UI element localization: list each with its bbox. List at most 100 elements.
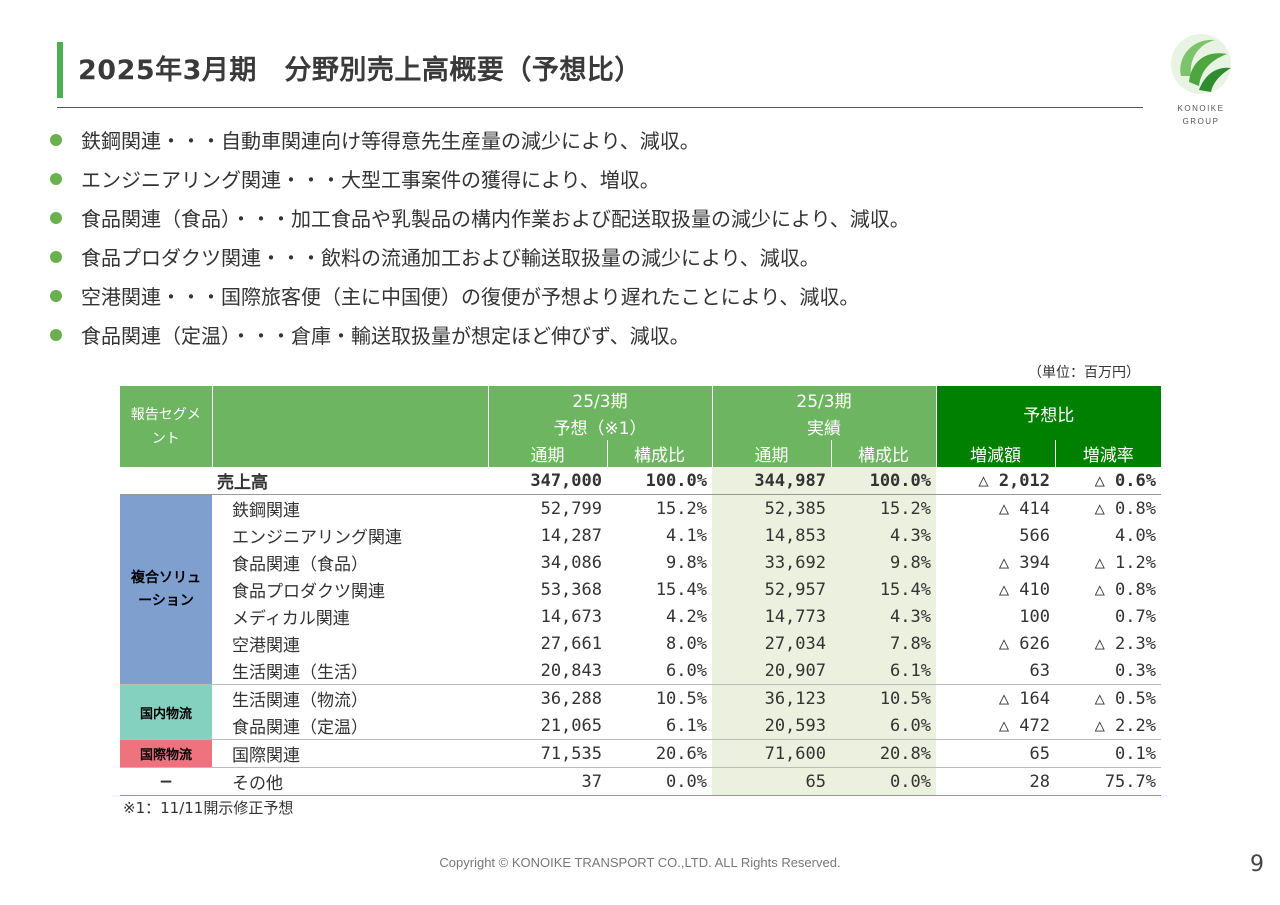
table-row: − その他 37 0.0% 65 0.0% 28 75.7% <box>120 767 1161 796</box>
bullet-dot-icon <box>50 328 62 341</box>
row-forecast-ratio: 20.6% <box>607 739 712 768</box>
row-actual: 27,034 <box>712 630 831 657</box>
row-actual: 14,773 <box>712 603 831 630</box>
row-forecast-ratio: 4.1% <box>666 525 707 546</box>
header-forecast-ratio: 構成比 <box>606 440 712 467</box>
row-label: 生活関連（生活） <box>232 663 368 683</box>
header-forecast-period: 25/3期 <box>487 386 712 413</box>
row-rate: △ 0.8% <box>1094 579 1156 600</box>
row-label: エンジニアリング関連 <box>232 528 402 548</box>
total-label: 売上高 <box>212 467 488 495</box>
row-label: 鉄鋼関連 <box>232 501 300 521</box>
bullet-dot-icon <box>50 250 62 263</box>
konoike-logo: KONOIKE GROUP <box>1164 32 1238 126</box>
row-forecast: 71,535 <box>488 739 607 768</box>
header-row-2: 予想（※1） 実績 <box>120 413 1161 440</box>
row-diff: △ 472 <box>998 715 1050 736</box>
unit-label: （単位：百万円） <box>1028 365 1140 381</box>
row-actual-ratio: 15.4% <box>831 576 936 603</box>
row-rate: 75.7% <box>1055 767 1161 796</box>
table-row: 食品プロダクツ関連 53,368 15.4% 52,957 15.4% △ 41… <box>120 576 1161 603</box>
bullet-text: 食品プロダクツ関連・・・飲料の流通加工および輸送取扱量の減少により、減収。 <box>81 246 820 270</box>
bullet-text: 食品関連（食品）・・・加工食品や乳製品の構内作業および配送取扱量の減少により、減… <box>81 207 910 231</box>
header-comparison: 予想比 <box>935 386 1161 440</box>
row-label: その他 <box>212 767 488 796</box>
header-actual-ratio: 構成比 <box>830 440 936 467</box>
row-diff: △ 164 <box>936 684 1055 712</box>
row-forecast-ratio: 4.2% <box>666 606 707 627</box>
row-forecast: 21,065 <box>540 715 602 736</box>
table-row: 食品関連（食品） 34,086 9.8% 33,692 9.8% △ 394 △… <box>120 549 1161 576</box>
segment-kokusai-butsuryu: 国際物流 <box>120 739 212 768</box>
row-forecast: 37 <box>488 767 607 796</box>
page-number: 9 <box>1250 852 1264 877</box>
row-label: メディカル関連 <box>232 609 350 629</box>
header-actual-label: 実績 <box>711 413 936 440</box>
row-forecast: 27,661 <box>540 633 602 654</box>
row-rate: 0.1% <box>1055 739 1161 768</box>
table-row: エンジニアリング関連 14,287 4.1% 14,853 4.3% 566 4… <box>120 522 1161 549</box>
bullet-item: 鉄鋼関連・・・自動車関連向け等得意先生産量の減少により、減収。 <box>50 120 910 159</box>
row-actual-ratio: 10.5% <box>831 684 936 712</box>
total-forecast-ratio: 100.0% <box>607 467 712 495</box>
segment-kokunai-butsuryu: 国内物流 <box>120 684 212 740</box>
logo-text-group: GROUP <box>1182 117 1220 126</box>
table-row: 食品関連（定温） 21,065 6.1% 20,593 6.0% △ 472 △… <box>120 712 1161 740</box>
header-diff-amount: 増減額 <box>935 440 1055 467</box>
copyright-text: Copyright © KONOIKE TRANSPORT CO.,LTD. A… <box>439 855 841 870</box>
row-forecast-ratio: 15.2% <box>655 498 707 519</box>
row-actual-ratio: 20.8% <box>831 739 936 768</box>
bullet-dot-icon <box>50 289 62 302</box>
row-forecast: 53,368 <box>540 579 602 600</box>
footnote: ※1：11/11開示修正予想 <box>123 799 294 817</box>
bullet-text: 食品関連（定温）・・・倉庫・輸送取扱量が想定ほど伸びず、減収。 <box>81 324 690 348</box>
row-actual: 52,957 <box>712 576 831 603</box>
row-forecast: 20,843 <box>540 660 602 681</box>
bullet-item: 食品関連（定温）・・・倉庫・輸送取扱量が想定ほど伸びず、減収。 <box>50 315 910 354</box>
row-label: 食品プロダクツ関連 <box>232 582 385 602</box>
row-actual: 20,593 <box>712 712 831 740</box>
total-row: 売上高 347,000 100.0% 344,987 100.0% △ 2,01… <box>120 467 1161 495</box>
row-actual-ratio: 6.1% <box>831 657 936 685</box>
table-row: 国際物流 国際関連 71,535 20.6% 71,600 20.8% 65 0… <box>120 739 1161 768</box>
header-forecast-full-year: 通期 <box>487 440 607 467</box>
row-diff: △ 626 <box>998 633 1050 654</box>
total-diff: △ 2,012 <box>936 467 1055 495</box>
segment-sales-table: 報告セグメント 25/3期 25/3期 予想比 予想（※1） 実績 通期 構成比… <box>120 386 1161 796</box>
row-rate: 4.0% <box>1115 525 1156 546</box>
row-rate: △ 0.8% <box>1094 498 1156 519</box>
bullet-dot-icon <box>50 172 62 185</box>
segment-fukugo-solution: 複合ソリューション <box>120 494 212 685</box>
header-actual-period: 25/3期 <box>711 386 936 413</box>
bullet-dot-icon <box>50 211 62 224</box>
row-diff: 63 <box>1029 660 1050 681</box>
row-forecast: 14,673 <box>540 606 602 627</box>
row-diff: △ 394 <box>998 552 1050 573</box>
row-rate: △ 1.2% <box>1094 552 1156 573</box>
row-forecast-ratio: 6.1% <box>666 715 707 736</box>
bullet-item: エンジニアリング関連・・・大型工事案件の獲得により、増収。 <box>50 159 910 198</box>
bullet-text: 鉄鋼関連・・・自動車関連向け等得意先生産量の減少により、減収。 <box>81 129 700 153</box>
row-forecast-ratio: 6.0% <box>666 660 707 681</box>
row-actual-ratio: 7.8% <box>831 630 936 657</box>
row-rate: △ 2.3% <box>1094 633 1156 654</box>
header-actual-full-year: 通期 <box>711 440 831 467</box>
logo-text-konoike: KONOIKE <box>1177 104 1225 113</box>
row-actual-ratio: 4.3% <box>831 522 936 549</box>
row-forecast: 34,086 <box>540 552 602 573</box>
row-forecast-ratio: 0.0% <box>607 767 712 796</box>
row-forecast-ratio: 9.8% <box>666 552 707 573</box>
summary-bullet-list: 鉄鋼関連・・・自動車関連向け等得意先生産量の減少により、減収。 エンジニアリング… <box>50 120 910 354</box>
row-forecast: 36,288 <box>488 684 607 712</box>
bullet-dot-icon <box>50 133 62 146</box>
page-title: 2025年3月期 分野別売上高概要（予想比） <box>78 55 642 86</box>
row-diff: △ 410 <box>998 579 1050 600</box>
row-label: 国際関連 <box>212 739 488 768</box>
row-label: 食品関連（定温） <box>232 718 368 738</box>
row-actual-ratio: 9.8% <box>831 549 936 576</box>
row-actual-ratio: 0.0% <box>831 767 936 796</box>
konoike-leaf-icon <box>1171 34 1231 94</box>
header-row-1: 報告セグメント 25/3期 25/3期 予想比 <box>120 386 1161 467</box>
row-actual: 33,692 <box>712 549 831 576</box>
row-actual-ratio: 4.3% <box>831 603 936 630</box>
